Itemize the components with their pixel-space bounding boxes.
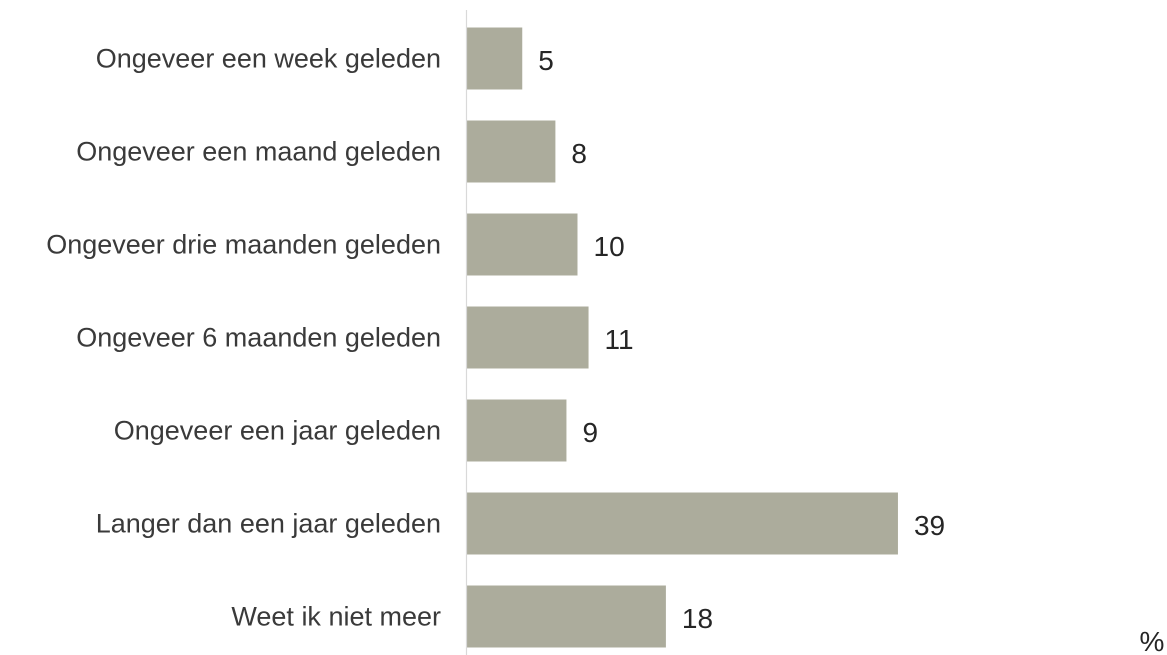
unit-label: % xyxy=(1140,626,1165,655)
value-label: 8 xyxy=(571,138,587,169)
bar xyxy=(467,585,666,648)
value-label: 11 xyxy=(605,324,634,355)
category-labels-group: Ongeveer een week geleden Ongeveer een ma… xyxy=(46,44,441,632)
bar xyxy=(467,120,556,183)
bar xyxy=(467,213,578,276)
category-label: Langer dan een jaar geleden xyxy=(96,509,441,539)
category-label: Ongeveer een jaar geleden xyxy=(114,416,441,446)
category-label: Ongeveer een maand geleden xyxy=(76,137,441,167)
category-label: Ongeveer een week geleden xyxy=(96,44,441,74)
category-label: Ongeveer 6 maanden geleden xyxy=(76,323,441,353)
value-labels-group: 5 8 10 11 9 39 18 xyxy=(538,45,945,634)
bar xyxy=(467,27,523,90)
value-label: 10 xyxy=(594,231,625,262)
value-label: 9 xyxy=(582,417,598,448)
value-label: 5 xyxy=(538,45,554,76)
category-label: Ongeveer drie maanden geleden xyxy=(46,230,441,260)
value-label: 39 xyxy=(914,510,945,541)
bar xyxy=(467,492,898,555)
bar xyxy=(467,306,589,369)
bar xyxy=(467,399,567,462)
bars-group xyxy=(467,27,898,648)
value-label: 18 xyxy=(682,603,713,634)
category-label: Weet ik niet meer xyxy=(231,602,441,632)
